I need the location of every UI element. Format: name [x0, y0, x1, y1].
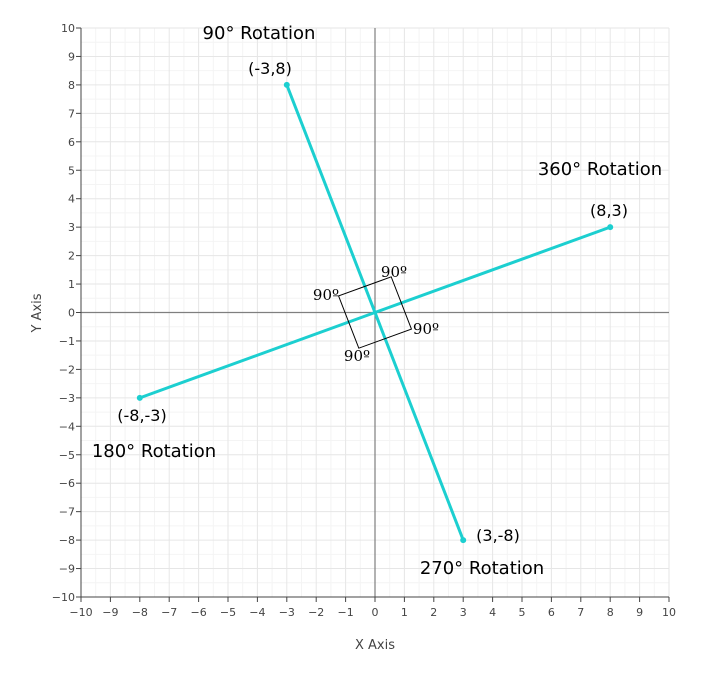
point-label-b: (8,3) — [590, 201, 628, 220]
y-axis-title: Y Axis — [30, 293, 45, 333]
x-tick-label: −2 — [308, 606, 324, 619]
x-tick-label: −1 — [337, 606, 353, 619]
angle-label-left: 90º — [313, 286, 339, 304]
x-tick-label: 1 — [401, 606, 408, 619]
rotation-label-270: 270° Rotation — [420, 558, 544, 579]
x-tick-label: −9 — [102, 606, 118, 619]
y-tick-label: −2 — [59, 363, 75, 376]
point-label-a: (-3,8) — [248, 59, 292, 78]
y-tick-label: 5 — [68, 164, 75, 177]
y-tick-label: −7 — [59, 506, 75, 519]
tick-labels: −10−10−9−9−8−8−7−7−6−6−5−5−4−4−3−3−2−2−1… — [52, 22, 676, 619]
data-point — [284, 82, 290, 88]
y-tick-label: 4 — [68, 193, 75, 206]
x-tick-label: 9 — [636, 606, 643, 619]
x-tick-label: 2 — [430, 606, 437, 619]
y-tick-label: 7 — [68, 107, 75, 120]
data-point — [607, 224, 613, 230]
y-tick-label: 10 — [61, 22, 75, 35]
y-tick-label: −10 — [52, 591, 75, 604]
y-tick-label: −9 — [59, 563, 75, 576]
y-tick-label: 2 — [68, 250, 75, 263]
rotation-label-360: 360° Rotation — [538, 159, 662, 180]
y-tick-label: −5 — [59, 449, 75, 462]
angle-label-top: 90º — [381, 263, 407, 281]
y-tick-label: 9 — [68, 50, 75, 63]
data-point — [460, 537, 466, 543]
x-tick-label: −5 — [220, 606, 236, 619]
rotation-label-90: 90° Rotation — [203, 23, 316, 44]
x-tick-label: −7 — [161, 606, 177, 619]
x-tick-label: −6 — [190, 606, 206, 619]
point-label-c: (-8,-3) — [117, 406, 166, 425]
angle-label-right: 90º — [413, 320, 439, 338]
x-tick-label: −10 — [69, 606, 92, 619]
x-tick-label: 4 — [489, 606, 496, 619]
x-tick-label: 8 — [607, 606, 614, 619]
angle-label-bottom: 90º — [344, 347, 370, 365]
y-tick-label: 3 — [68, 221, 75, 234]
y-tick-label: −8 — [59, 534, 75, 547]
x-tick-label: 10 — [662, 606, 676, 619]
x-tick-label: 3 — [460, 606, 467, 619]
y-tick-label: −6 — [59, 477, 75, 490]
rotation-label-180: 180° Rotation — [92, 441, 216, 462]
y-tick-label: −4 — [59, 420, 75, 433]
point-label-d: (3,-8) — [476, 526, 520, 545]
y-tick-label: −1 — [59, 335, 75, 348]
rotation-chart: −10−10−9−9−8−8−7−7−6−6−5−5−4−4−3−3−2−2−1… — [0, 0, 717, 678]
x-tick-label: −8 — [132, 606, 148, 619]
x-axis-title: X Axis — [355, 638, 395, 653]
x-tick-label: −3 — [279, 606, 295, 619]
y-tick-label: 1 — [68, 278, 75, 291]
y-tick-label: 6 — [68, 136, 75, 149]
x-tick-label: 0 — [372, 606, 379, 619]
x-tick-label: −4 — [249, 606, 265, 619]
y-tick-label: 0 — [68, 307, 75, 320]
x-tick-label: 7 — [577, 606, 584, 619]
data-point — [137, 395, 143, 401]
x-tick-label: 6 — [548, 606, 555, 619]
y-tick-label: −3 — [59, 392, 75, 405]
y-tick-label: 8 — [68, 79, 75, 92]
x-tick-label: 5 — [519, 606, 526, 619]
